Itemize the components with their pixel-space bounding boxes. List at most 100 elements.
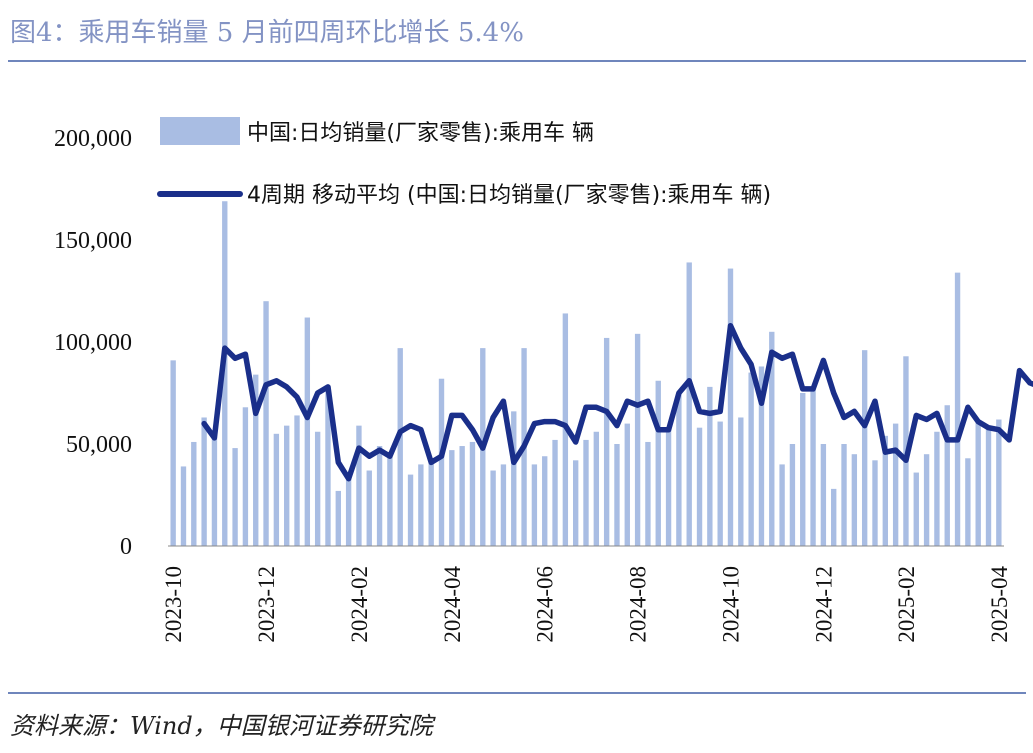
x-tick-label: 2024-02 <box>347 566 372 643</box>
legend-line-label: 4周期 移动平均 (中国:日均销量(厂家零售):乘用车 辆) <box>247 183 771 208</box>
top-rule <box>8 60 1026 62</box>
bar <box>985 427 992 546</box>
x-axis: 2023-10 2023-12 2024-02 2024-04 2024-06 2024-… <box>161 566 1012 643</box>
bar <box>294 415 300 546</box>
bar <box>676 393 682 546</box>
y-tick-label: 150,000 <box>54 228 132 254</box>
bar <box>325 386 331 546</box>
x-tick-label: 2025-02 <box>894 566 919 643</box>
chart-area: 200,000 150,000 100,000 50,000 0 2023-10 2023… <box>54 117 1033 643</box>
bar <box>645 441 651 546</box>
bar <box>831 488 837 546</box>
bar <box>841 444 847 546</box>
bar <box>366 470 372 546</box>
x-tick-label: 2024-08 <box>626 566 651 643</box>
bar <box>975 419 981 546</box>
bar <box>222 201 228 547</box>
bar <box>191 441 197 546</box>
bar <box>314 431 321 546</box>
bar <box>872 460 878 546</box>
bar <box>583 439 589 546</box>
bar <box>779 464 785 546</box>
bar <box>253 374 259 546</box>
y-tick-label: 50,000 <box>66 432 132 458</box>
bar <box>572 460 579 546</box>
bar <box>335 490 341 546</box>
bar <box>449 450 455 546</box>
bar <box>861 350 868 546</box>
bar <box>727 268 734 546</box>
bar <box>500 464 507 546</box>
bar <box>459 446 465 546</box>
bar <box>738 417 744 546</box>
bar <box>603 337 610 546</box>
bar <box>511 411 517 546</box>
bar <box>954 272 961 546</box>
bar <box>345 474 352 546</box>
bar <box>820 444 827 546</box>
bar <box>284 425 290 546</box>
bar <box>769 331 775 546</box>
bar <box>965 458 971 546</box>
bar <box>552 439 558 546</box>
bar <box>758 366 765 546</box>
bar <box>531 464 538 546</box>
bar <box>748 372 754 546</box>
bar <box>934 431 940 546</box>
x-tick-label: 2024-12 <box>811 566 836 643</box>
x-tick-label: 2024-10 <box>718 566 743 643</box>
bar <box>232 448 238 546</box>
legend-bar-label: 中国:日均销量(厂家零售):乘用车 辆 <box>247 121 594 146</box>
bar <box>356 425 362 546</box>
bar <box>593 431 600 546</box>
x-tick-label: 2025-04 <box>987 566 1012 643</box>
bar <box>923 454 930 546</box>
moving-average-line <box>201 322 1033 482</box>
bar <box>180 466 187 546</box>
bar <box>490 470 496 546</box>
bar <box>201 417 207 546</box>
bar <box>376 446 383 546</box>
bar <box>996 419 1002 546</box>
bar <box>273 433 280 546</box>
bar <box>438 378 445 546</box>
bottom-rule <box>8 692 1026 694</box>
bar <box>696 427 703 546</box>
bar <box>634 333 641 546</box>
bar <box>397 348 403 546</box>
bar <box>418 464 424 546</box>
bar <box>211 431 218 546</box>
bar <box>882 435 888 546</box>
bar <box>387 452 393 546</box>
bar <box>913 472 919 546</box>
bar <box>800 393 806 546</box>
bar <box>707 386 713 546</box>
bar <box>892 423 899 546</box>
bar <box>717 421 723 546</box>
bar <box>686 262 692 546</box>
bar <box>944 405 950 546</box>
x-tick-label: 2023-12 <box>254 566 279 643</box>
y-tick-label: 100,000 <box>54 330 132 356</box>
bar <box>542 456 548 546</box>
bar <box>304 317 311 546</box>
y-tick-label: 200,000 <box>54 126 132 152</box>
x-tick-label: 2023-10 <box>161 566 186 643</box>
y-tick-label: 0 <box>120 534 132 560</box>
bar-series <box>170 201 1002 547</box>
bar <box>810 386 816 546</box>
bar <box>851 454 858 546</box>
bar <box>170 360 176 546</box>
chart-title: 图4：乘用车销量 5 月前四周环比增长 5.4% <box>10 18 524 48</box>
bar <box>242 407 249 546</box>
bar <box>789 444 796 546</box>
legend: 中国:日均销量(厂家零售):乘用车 辆 4周期 移动平均 (中国:日均销量(厂家… <box>157 117 771 208</box>
line-series <box>201 322 1033 482</box>
y-axis: 200,000 150,000 100,000 50,000 0 <box>54 126 132 560</box>
source-note: 资料来源：Wind，中国银河证券研究院 <box>10 712 433 740</box>
x-tick-label: 2024-06 <box>533 566 558 643</box>
bar <box>469 441 476 546</box>
bar <box>665 427 672 546</box>
bar <box>614 444 620 546</box>
bar <box>428 460 434 546</box>
